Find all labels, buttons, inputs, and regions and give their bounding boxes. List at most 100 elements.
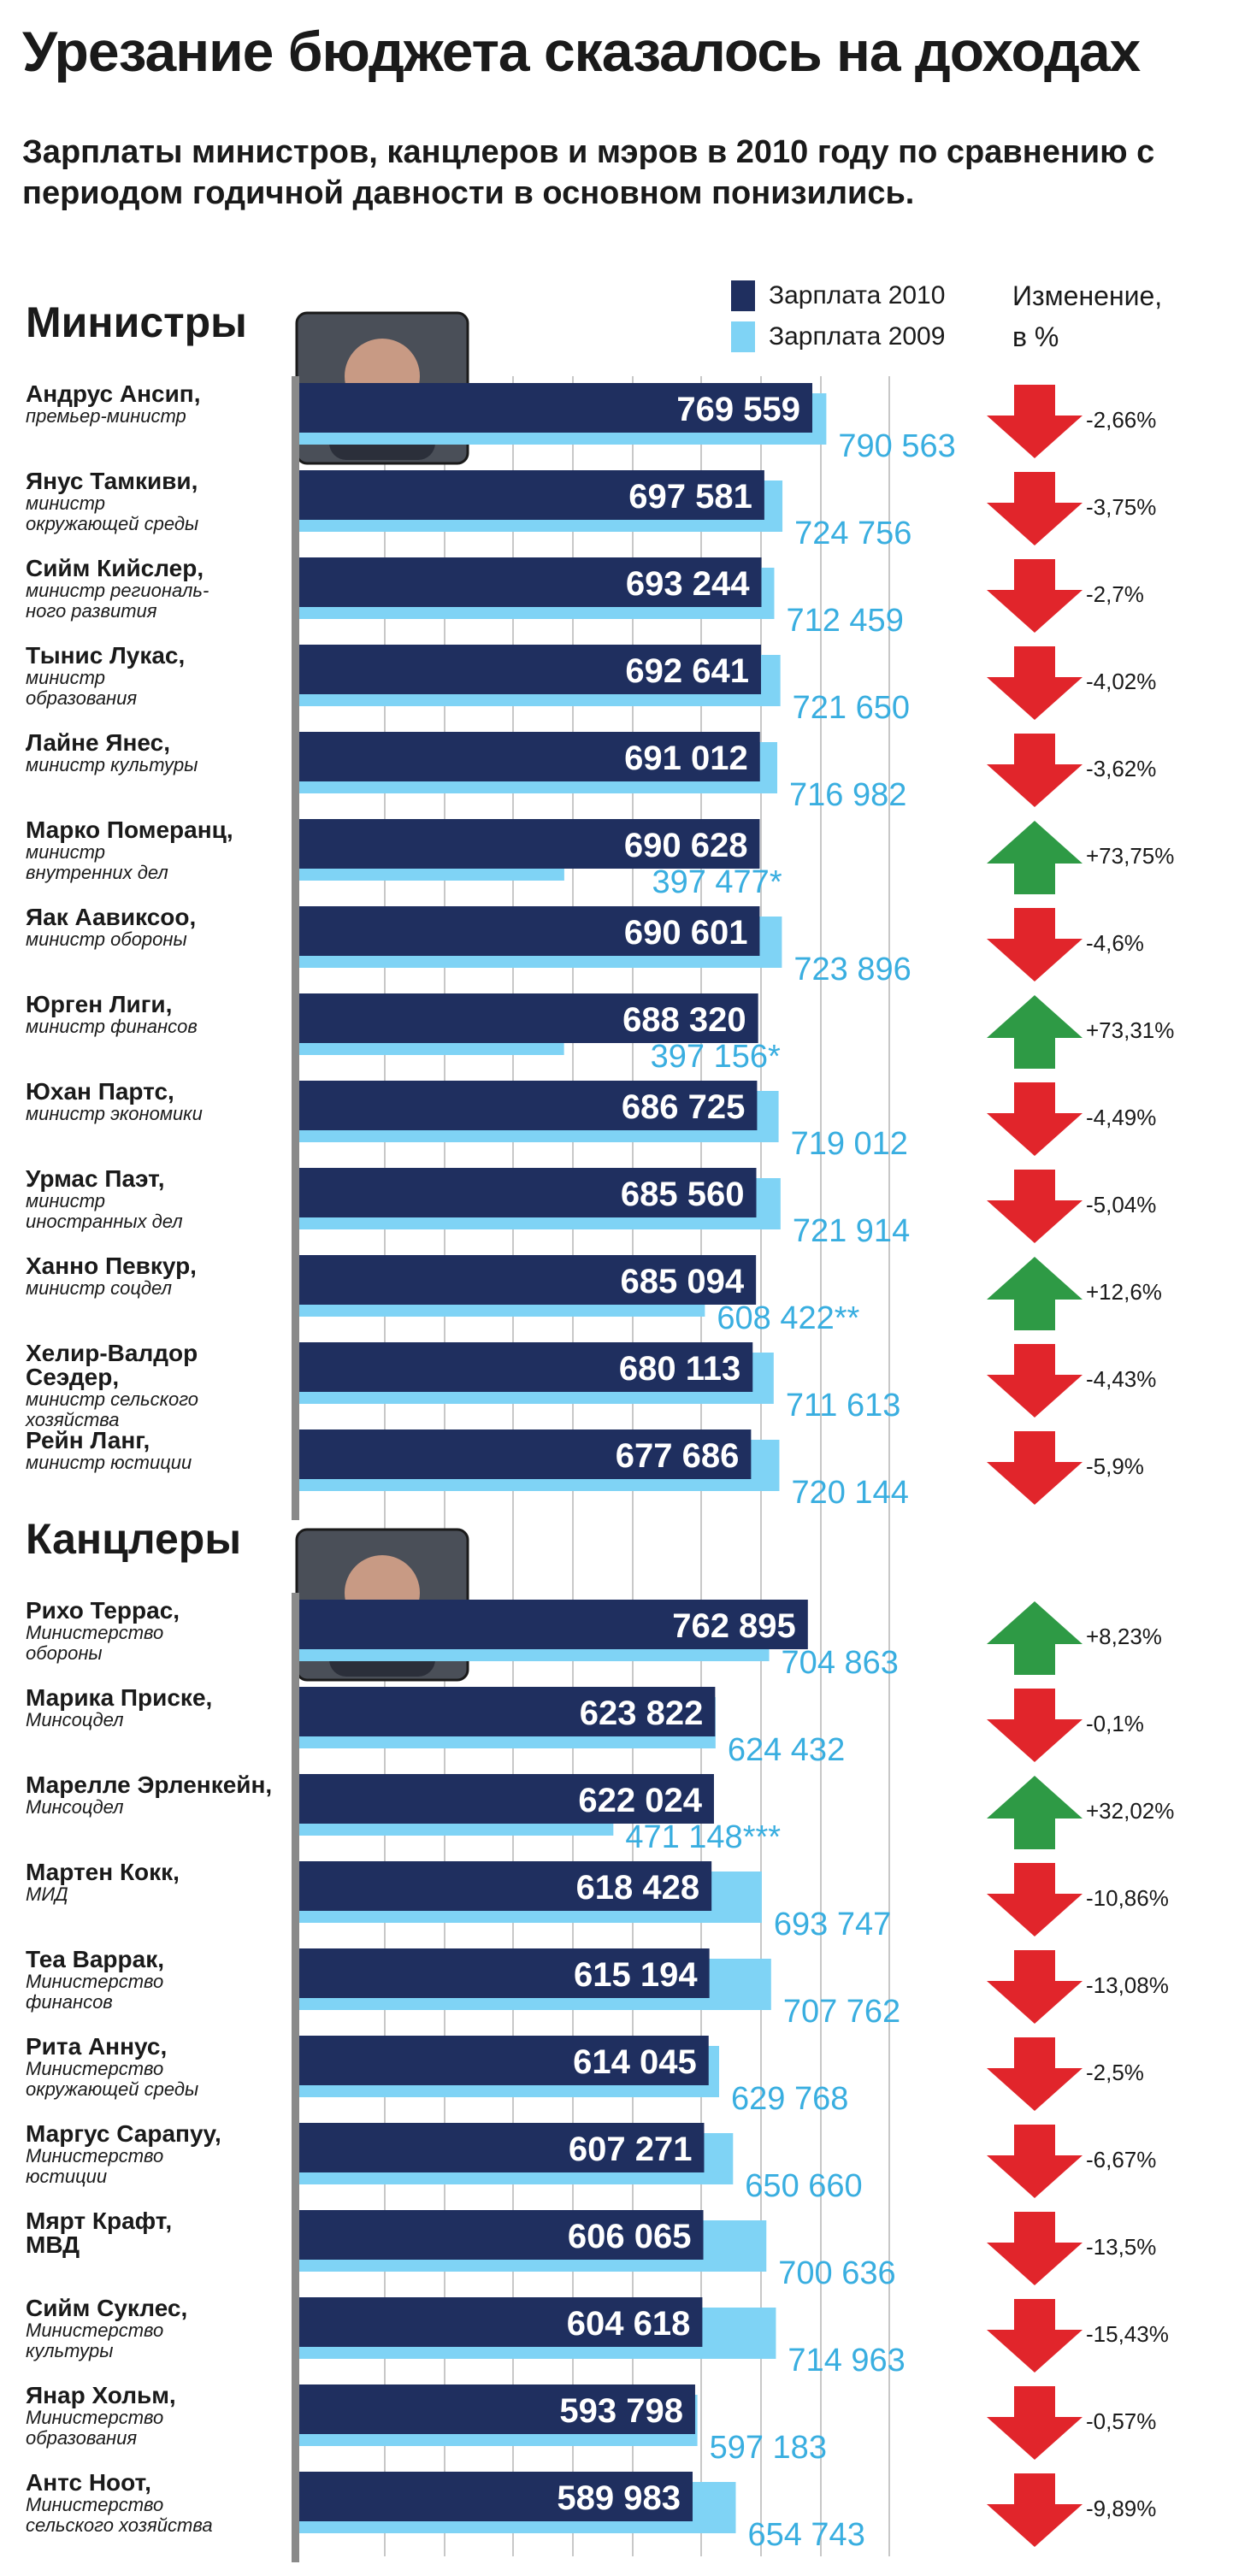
value-2010-label: 606 065 (568, 2218, 692, 2255)
value-2009-label: 716 982 (789, 777, 906, 813)
change-percent: -2,7% (1086, 581, 1144, 607)
person-role: Министерство (26, 2058, 163, 2079)
value-2010-label: 622 024 (578, 1782, 702, 1819)
person-role: Министерство (26, 1971, 163, 1992)
legend-swatch-2010 (731, 280, 755, 311)
person-role: министр соцдел (26, 1277, 172, 1299)
value-2010-label: 762 895 (672, 1607, 796, 1645)
bar-2010 (299, 383, 812, 433)
arrow-down-icon (987, 385, 1083, 458)
value-2009-label: 693 747 (774, 1907, 891, 1942)
person-name: Урмас Паэт, (26, 1165, 165, 1192)
value-2009-label: 629 768 (731, 2081, 848, 2117)
legend-item-2010: Зарплата 2010 (731, 275, 945, 316)
person-name: Сийм Кийслер, (26, 555, 204, 581)
change-percent: -4,6% (1086, 930, 1144, 956)
change-percent: -4,49% (1086, 1105, 1156, 1130)
value-2010-label: 693 244 (626, 565, 750, 603)
person-role: хозяйства (25, 1409, 120, 1430)
change-percent: -10,86% (1086, 1885, 1169, 1911)
bar-2010 (299, 557, 762, 607)
person-role: МВД (26, 2231, 80, 2258)
person-role: министр культуры (26, 754, 198, 775)
bar-2010 (299, 1600, 808, 1649)
value-2009-label: 471 148*** (625, 1819, 781, 1855)
value-2009-label: 721 650 (793, 690, 910, 726)
bar-2010 (299, 1861, 712, 1911)
arrow-down-icon (987, 2037, 1083, 2111)
person-name: Хелир-Валдор (26, 1340, 198, 1366)
person-name: Юхан Партс, (26, 1078, 174, 1105)
value-2010-label: 618 428 (576, 1869, 700, 1907)
value-2009-label: 720 144 (791, 1475, 908, 1511)
bar-2010 (299, 906, 760, 956)
value-2009-label: 397 156* (651, 1039, 781, 1075)
person-name: Марика Приске, (26, 1684, 212, 1711)
change-percent: -6,67% (1086, 2147, 1156, 2172)
person-name: Юрген Лиги, (26, 991, 172, 1017)
arrow-down-icon (987, 1950, 1083, 2024)
legend: Зарплата 2010 Зарплата 2009 (731, 275, 945, 357)
value-2009-label: 724 756 (794, 516, 911, 551)
person-role: Министерство (26, 2407, 163, 2428)
value-2010-label: 692 641 (625, 652, 749, 690)
value-2009-label: 608 422** (717, 1300, 859, 1336)
person-name-line2: Сеэдер, (26, 1364, 119, 1390)
arrow-down-icon (987, 734, 1083, 807)
person-role: окружающей среды (26, 513, 198, 534)
value-2010-label: 607 271 (569, 2131, 693, 2168)
arrow-down-icon (987, 1863, 1083, 1936)
arrow-down-icon (987, 1344, 1083, 1418)
person-role: юстиции (26, 2166, 107, 2187)
arrow-down-icon (987, 646, 1083, 720)
bar-2010 (299, 993, 758, 1043)
person-role: Министерство (26, 1622, 163, 1643)
bar-2010 (299, 732, 760, 781)
bar-2010 (299, 1081, 758, 1130)
change-column-header: Изменение, в % (1012, 275, 1162, 357)
person-role: Минсоцдел (26, 1796, 124, 1818)
arrow-down-icon (987, 2125, 1083, 2198)
person-role: сельского хозяйства (26, 2514, 213, 2536)
value-2010-label: 685 094 (621, 1263, 745, 1300)
value-2010-label: 690 628 (624, 827, 748, 864)
value-2009-label: 700 636 (778, 2255, 895, 2291)
change-percent: -0,1% (1086, 1711, 1144, 1736)
bar-2010 (299, 2297, 703, 2347)
person-role: окружающей среды (26, 2078, 198, 2100)
person-role: премьер-министр (26, 405, 186, 427)
person-name: Янус Тамкиви, (26, 468, 198, 494)
arrow-down-icon (987, 1170, 1083, 1243)
value-2010-label: 593 798 (559, 2392, 683, 2430)
arrow-down-icon (987, 2299, 1083, 2373)
legend-label-2009: Зарплата 2009 (769, 322, 946, 351)
value-2009-label: 704 863 (782, 1645, 899, 1681)
person-name: Рита Аннус, (26, 2033, 167, 2060)
value-2009-label: 397 477* (652, 864, 782, 900)
change-percent: -2,5% (1086, 2060, 1144, 2085)
change-header-line2: в % (1012, 321, 1059, 352)
value-2010-label: 614 045 (573, 2043, 697, 2081)
arrow-down-icon (987, 1689, 1083, 1762)
value-2009-label: 654 743 (747, 2517, 864, 2553)
value-2009-label: 597 183 (710, 2430, 827, 2466)
bar-2010 (299, 2472, 693, 2521)
arrow-down-icon (987, 1082, 1083, 1156)
person-role: финансов (26, 1991, 113, 2013)
value-2010-label: 604 618 (567, 2305, 691, 2343)
person-role: Министерство (26, 2320, 163, 2341)
bar-2010 (299, 470, 764, 520)
person-name: Марелле Эрленкейн, (26, 1771, 272, 1798)
person-role: МИД (26, 1883, 68, 1905)
subtitle: Зарплаты министров, канцлеров и мэров в … (22, 134, 1155, 211)
person-role: образования (26, 2427, 137, 2449)
bar-2010 (299, 645, 762, 694)
arrow-up-icon (987, 995, 1083, 1069)
person-name: Лайне Янес, (26, 729, 170, 756)
value-2009-label: 723 896 (793, 952, 911, 987)
value-2009-label: 719 012 (791, 1126, 908, 1162)
arrow-down-icon (987, 908, 1083, 981)
person-name: Тынис Лукас, (26, 642, 185, 669)
bar-2010 (299, 1687, 716, 1736)
change-percent: -13,5% (1086, 2234, 1156, 2260)
